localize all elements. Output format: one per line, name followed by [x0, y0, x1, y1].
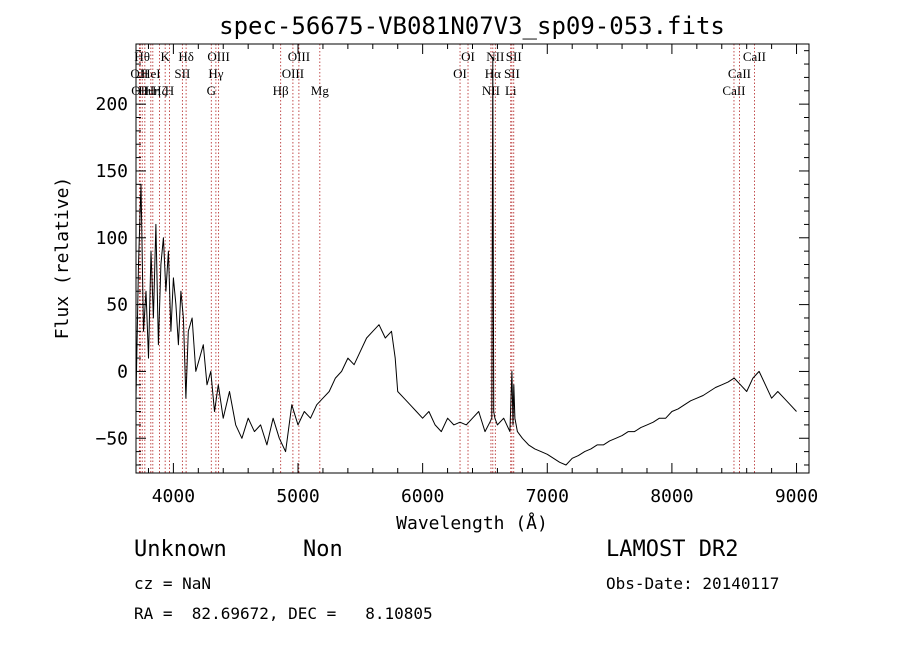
- x-tick-label: 6000: [401, 486, 444, 507]
- line-marker-label: Hδ: [178, 49, 194, 64]
- line-marker-label: Hη: [145, 83, 161, 98]
- line-marker-label: H: [165, 83, 174, 98]
- spectrum-line: [135, 56, 797, 466]
- cz-label: cz = NaN: [134, 574, 212, 593]
- spectrum-series: [135, 56, 797, 466]
- y-tick-label: 100: [95, 228, 128, 249]
- coordinates-label: RA = 82.69672, DEC = 8.10805: [134, 604, 433, 623]
- x-tick-label: 9000: [775, 486, 818, 507]
- line-marker-label: Hι: [138, 83, 151, 98]
- spectrum-chart: spec-56675-VB081N07V3_sp09-053.fits OII O…: [52, 12, 818, 534]
- y-tick-label: −50: [95, 428, 128, 449]
- line-marker-label: CaII: [722, 83, 745, 98]
- y-tick-label: 0: [117, 361, 128, 382]
- plot-frame: [135, 43, 810, 474]
- y-tick-label: 200: [95, 94, 128, 115]
- subclass-label: Non: [303, 537, 343, 562]
- x-axis-label: Wavelength (Å): [396, 512, 548, 534]
- x-tick-label: 5000: [276, 486, 319, 507]
- line-marker-label: OII: [130, 66, 148, 81]
- line-marker-label: Hθ: [134, 49, 150, 64]
- line-marker-label: OI: [461, 49, 475, 64]
- line-marker-label: G: [207, 83, 216, 98]
- line-marker-label: SII: [504, 66, 520, 81]
- x-tick-label: 8000: [650, 486, 693, 507]
- y-tick-label: 50: [106, 295, 128, 316]
- line-marker-label: CaII: [743, 49, 766, 64]
- y-axis-label: Flux (relative): [52, 177, 73, 340]
- line-marker-label: CaII: [728, 66, 751, 81]
- x-axis: 4000 5000 6000 7000 8000 9000: [147, 44, 818, 507]
- survey-label: LAMOST DR2: [606, 537, 739, 562]
- chart-title: spec-56675-VB081N07V3_sp09-053.fits: [219, 12, 725, 40]
- obs-date-label: Obs-Date: 20140117: [606, 574, 780, 593]
- classification-label: Unknown: [134, 537, 227, 562]
- line-marker-label: OIII: [207, 49, 229, 64]
- line-marker-label: HeI: [141, 66, 161, 81]
- line-marker-label: SII: [174, 66, 190, 81]
- line-marker-label: Mg: [311, 83, 330, 98]
- y-axis: −50 0 50 100 150 200: [95, 50, 809, 466]
- line-marker-label: NII: [482, 83, 500, 98]
- x-tick-label: 4000: [152, 486, 195, 507]
- y-tick-label: 150: [95, 161, 128, 182]
- line-marker-label: OIII: [288, 49, 310, 64]
- line-marker-label: NII: [486, 49, 504, 64]
- line-marker-label: Hζ: [152, 83, 167, 98]
- line-marker-label: OIII: [282, 66, 304, 81]
- line-marker-label: Hβ: [273, 83, 289, 98]
- line-marker-label: SII: [506, 49, 522, 64]
- line-marker-label: OI: [453, 66, 467, 81]
- line-marker-label: Hγ: [208, 66, 223, 81]
- line-marker-label: Li: [505, 83, 517, 98]
- x-tick-label: 7000: [526, 486, 569, 507]
- line-marker-label: K: [160, 49, 170, 64]
